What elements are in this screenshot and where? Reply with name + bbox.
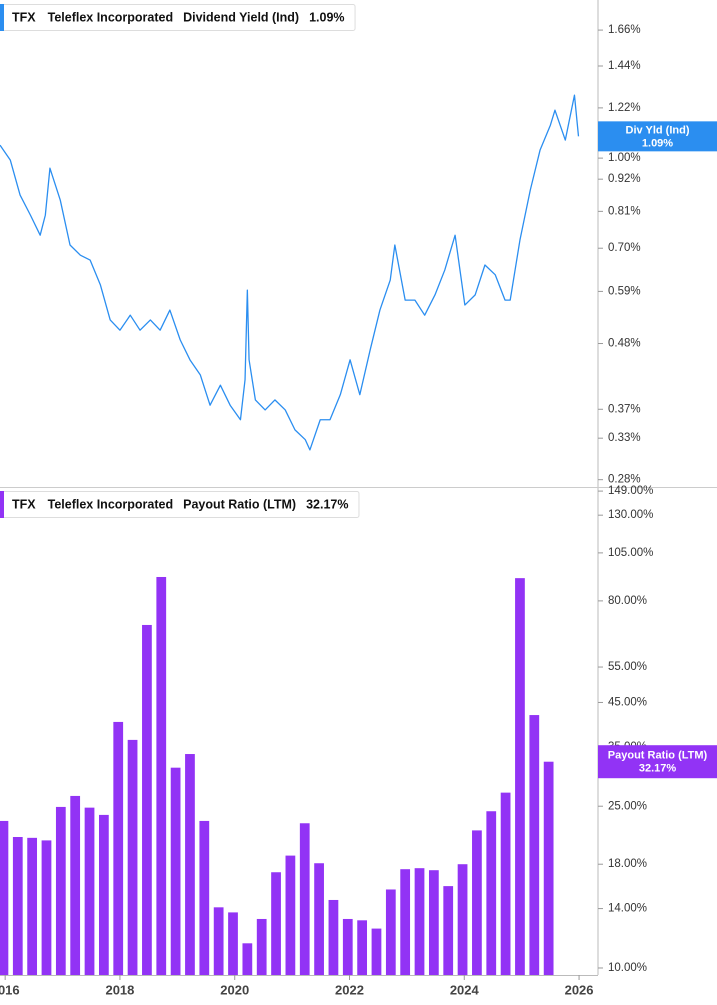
bar — [500, 792, 511, 975]
bar — [271, 872, 281, 975]
legend: TFX Teleflex Incorporated Dividend Yield (… — [0, 4, 356, 31]
y-tick-label: 105.00% — [608, 547, 653, 559]
bar — [156, 576, 167, 975]
y-tick-label: 0.70% — [608, 242, 641, 254]
bar — [27, 837, 38, 975]
bar — [0, 820, 9, 975]
x-tick-label: 2026 — [565, 982, 594, 997]
y-tick-label: 0.81% — [608, 205, 641, 217]
y-tick-label: 149.00% — [608, 485, 653, 497]
y-tick-label: 0.59% — [608, 285, 641, 297]
y-tick-label: 0.33% — [608, 432, 641, 444]
bar — [472, 830, 482, 975]
bar — [529, 715, 540, 975]
y-tick-label: 1.22% — [608, 102, 641, 114]
legend: TFX Teleflex Incorporated Payout Ratio (LT… — [0, 491, 360, 518]
bar — [543, 761, 554, 975]
bar — [385, 889, 396, 975]
legend-text: TFX — [12, 10, 36, 24]
y-tick-label: 0.92% — [608, 173, 641, 185]
bar — [299, 823, 310, 975]
legend-swatch — [0, 491, 4, 518]
legend-text: TFX — [12, 497, 36, 511]
bar — [55, 806, 66, 975]
value-tag-value: 1.09% — [642, 137, 673, 149]
legend-text: 1.09% — [309, 10, 344, 24]
series-line — [0, 94, 580, 451]
bar — [515, 578, 525, 975]
bar — [41, 840, 52, 975]
bar — [428, 870, 439, 975]
y-tick-label: 130.00% — [608, 509, 653, 521]
y-tick-label: 0.28% — [608, 474, 641, 486]
bar — [228, 912, 238, 975]
x-tick-label: 2016 — [0, 982, 20, 997]
x-tick-label: 2018 — [105, 982, 134, 997]
bar — [414, 868, 425, 975]
value-tag — [598, 121, 717, 152]
y-tick-label: 1.00% — [608, 152, 641, 164]
bar — [127, 739, 138, 975]
bar — [12, 837, 23, 975]
y-tick-label: 14.00% — [608, 903, 647, 915]
value-tag-name: Div Yld (Ind) — [626, 124, 690, 136]
bar — [357, 920, 368, 975]
bar — [142, 624, 152, 975]
y-tick-label: 0.48% — [608, 338, 641, 350]
x-tick-label: 2022 — [335, 982, 364, 997]
bar — [98, 814, 109, 975]
bar — [314, 863, 324, 975]
bar — [400, 869, 411, 975]
y-tick-label: 1.44% — [608, 60, 641, 72]
bar — [328, 899, 339, 975]
value-tag — [598, 745, 717, 779]
bar — [256, 918, 267, 975]
value-tag-name: Payout Ratio (LTM) — [608, 750, 708, 762]
bar — [371, 928, 382, 975]
x-tick-label: 2020 — [220, 982, 249, 997]
bar — [113, 721, 124, 975]
value-tag-value: 32.17% — [639, 763, 677, 775]
y-tick-label: 55.00% — [608, 661, 647, 673]
y-tick-label: 0.37% — [608, 403, 641, 415]
legend-text: Dividend Yield (Ind) — [183, 10, 299, 24]
bar — [170, 767, 181, 975]
y-tick-label: 45.00% — [608, 696, 647, 708]
bar — [285, 855, 296, 975]
bar — [84, 807, 95, 975]
y-tick-label: 18.00% — [608, 858, 647, 870]
y-tick-label: 25.00% — [608, 800, 647, 812]
bar — [199, 820, 210, 975]
bar — [213, 907, 224, 975]
legend-text: Payout Ratio (LTM) — [183, 497, 296, 511]
bar — [486, 811, 497, 975]
bar — [457, 864, 468, 975]
legend-text: Teleflex Incorporated — [48, 497, 174, 511]
bar — [185, 754, 195, 975]
legend-text: Teleflex Incorporated — [48, 10, 174, 24]
bar — [70, 795, 81, 975]
bar — [242, 943, 253, 975]
y-tick-label: 80.00% — [608, 595, 647, 607]
y-tick-label: 10.00% — [608, 962, 647, 974]
legend-text: 32.17% — [306, 497, 348, 511]
legend-swatch — [0, 4, 4, 31]
bar — [443, 886, 454, 975]
x-tick-label: 2024 — [450, 982, 480, 997]
bar — [342, 918, 353, 975]
y-tick-label: 1.66% — [608, 24, 641, 36]
